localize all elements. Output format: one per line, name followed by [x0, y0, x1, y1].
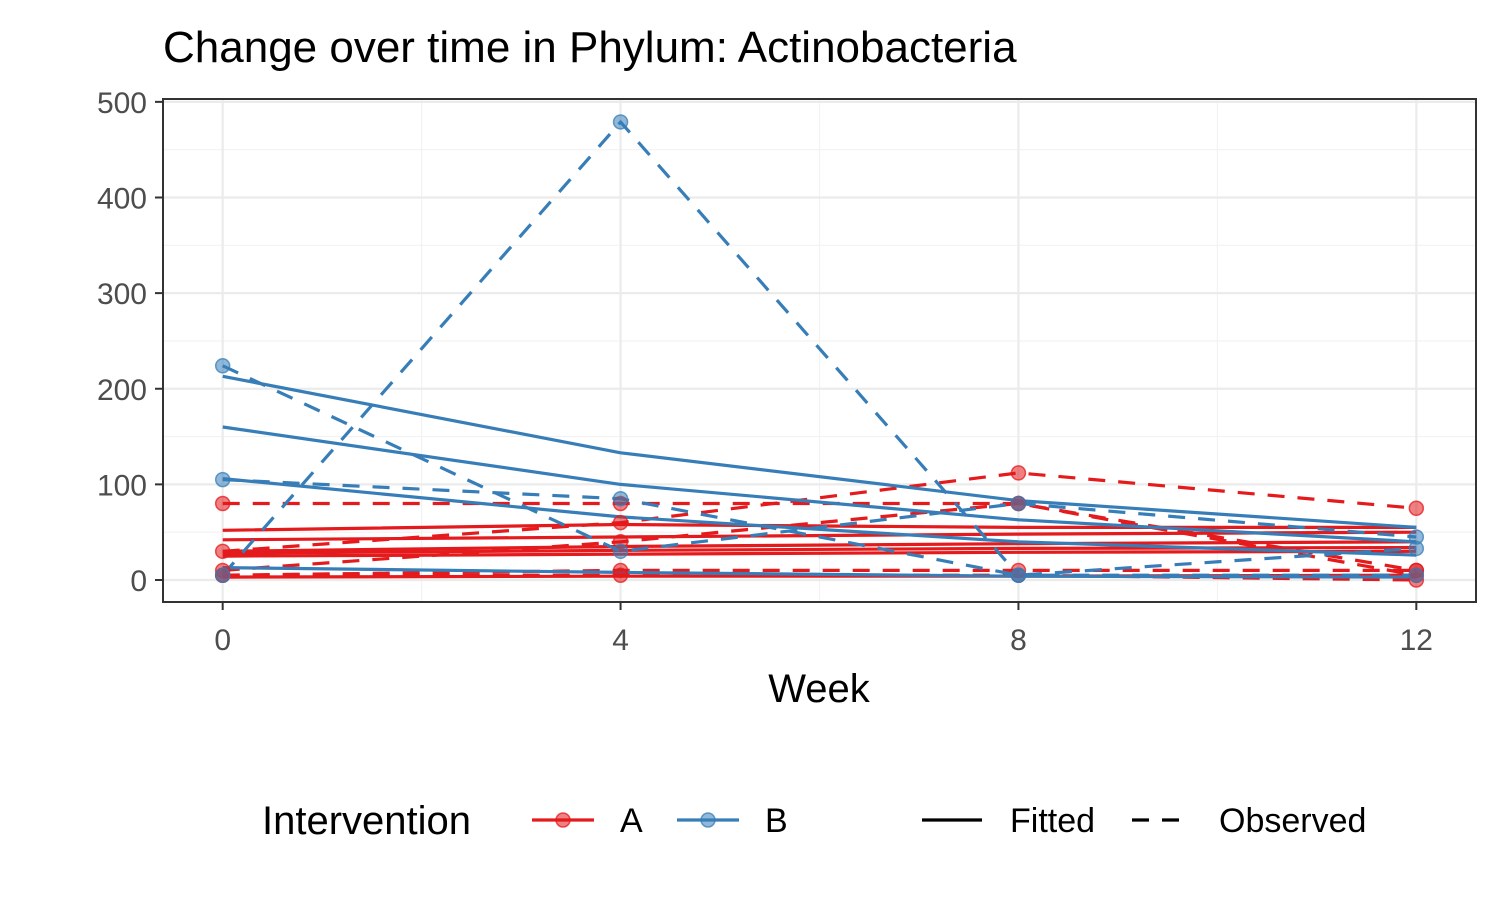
data-point-B [1010, 567, 1027, 583]
y-tick-label: 400 [97, 182, 147, 215]
series-line-A-observed [222, 471, 1417, 553]
series-line-B-fitted [222, 566, 1417, 579]
data-point-A [214, 543, 231, 560]
y-tick-label: 500 [97, 87, 147, 120]
legend: Intervention A B Fitted Observed [262, 799, 1366, 843]
series-line-A-observed [222, 501, 1417, 572]
y-tick-label: 0 [130, 565, 147, 598]
series-line-B-fitted [222, 425, 1417, 544]
series-line-B-observed [222, 478, 1417, 577]
legend-title: Intervention [262, 799, 471, 843]
data-point-A [214, 495, 231, 512]
x-tick-label: 12 [1400, 624, 1433, 657]
legend-label-A: A [620, 802, 643, 840]
series-line-A-observed [222, 501, 1417, 577]
series-line-A-observed [222, 568, 1417, 577]
chart-title: Change over time in Phylum: Actinobacter… [163, 23, 1017, 72]
x-tick-label: 0 [214, 624, 231, 657]
panel-border [162, 98, 1477, 603]
data-point-B [1408, 540, 1425, 557]
data-point-B [214, 471, 231, 488]
axes: 0 4 8 12 0 100 200 300 400 500 [97, 87, 1433, 657]
x-tick-label: 4 [612, 624, 629, 657]
data-point-A [612, 514, 629, 531]
series-line-B-fitted [222, 477, 1417, 557]
data-point-A [1010, 465, 1027, 481]
legend-key-point-B [700, 812, 716, 828]
series-line-B-observed [222, 364, 1417, 553]
data-point-B [1408, 567, 1425, 583]
legend-label-fitted: Fitted [1010, 802, 1095, 840]
data-point-B [612, 490, 629, 507]
series-line-B-observed [221, 120, 1417, 577]
series-line-A-fitted [222, 549, 1417, 558]
data-point-B [1010, 495, 1027, 512]
data-point-B [612, 543, 629, 560]
y-tick-label: 300 [97, 278, 147, 311]
legend-key-point-A [555, 812, 571, 828]
y-tick-label: 200 [97, 374, 147, 407]
grid [163, 99, 1476, 602]
data-point-B [214, 567, 231, 583]
data-point-A [1408, 500, 1425, 517]
data-point-A [612, 567, 629, 583]
data-point-B [214, 358, 231, 374]
legend-label-observed: Observed [1219, 802, 1366, 840]
series-line-B-fitted [222, 374, 1417, 529]
x-tick-label: 8 [1010, 624, 1027, 657]
data-point-B [612, 114, 629, 130]
series-line-A-fitted [222, 540, 1417, 553]
x-axis-title: Week [768, 667, 871, 711]
legend-label-B: B [765, 802, 788, 840]
plot-series [214, 114, 1425, 588]
y-tick-label: 100 [97, 469, 147, 502]
